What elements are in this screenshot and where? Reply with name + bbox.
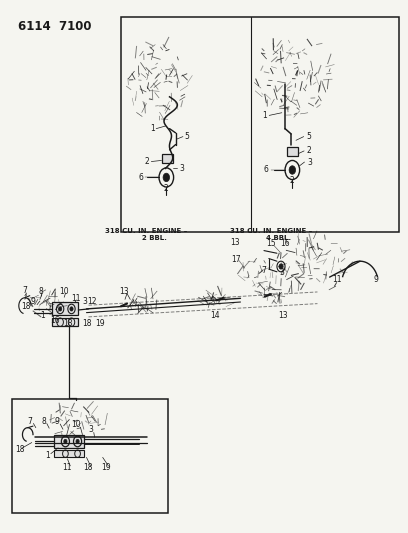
Text: 17: 17 (231, 255, 240, 264)
Text: 18: 18 (83, 464, 93, 472)
Circle shape (279, 264, 283, 269)
Text: 1: 1 (262, 111, 267, 120)
Bar (52, 318, 78, 326)
Text: 9: 9 (30, 297, 35, 306)
Circle shape (70, 307, 73, 311)
Text: 7: 7 (27, 417, 32, 426)
Text: 3: 3 (280, 268, 285, 277)
Text: 2: 2 (145, 157, 150, 166)
Text: 2: 2 (164, 183, 169, 192)
Text: 3: 3 (307, 158, 312, 166)
Text: 19: 19 (101, 464, 111, 472)
Text: 15: 15 (266, 239, 276, 248)
Text: 13: 13 (119, 287, 129, 296)
Text: 1: 1 (150, 124, 155, 133)
Text: 19: 19 (95, 319, 105, 328)
Text: 2: 2 (306, 147, 311, 156)
Text: 6: 6 (264, 166, 269, 174)
Text: 3: 3 (88, 425, 93, 434)
Circle shape (76, 439, 79, 443)
Text: 12: 12 (87, 297, 97, 306)
Text: 318 CU. IN. ENGINE –
      4 BBL.: 318 CU. IN. ENGINE – 4 BBL. (230, 228, 312, 241)
Text: 16: 16 (51, 316, 60, 325)
Text: 10: 10 (60, 287, 69, 296)
Text: 11: 11 (332, 275, 341, 284)
Text: 5: 5 (306, 132, 311, 141)
Text: 10: 10 (71, 420, 80, 429)
Text: 18: 18 (82, 319, 92, 328)
Text: 13: 13 (278, 311, 288, 320)
Bar (121, 17, 399, 232)
Text: 318 CU. IN. ENGINE –
      2 BBL.: 318 CU. IN. ENGINE – 2 BBL. (105, 228, 188, 241)
Text: 11: 11 (72, 294, 81, 303)
Text: 6114  7100: 6114 7100 (18, 20, 91, 33)
Text: 11: 11 (63, 464, 72, 472)
Bar (52, 302, 78, 316)
Text: 18: 18 (64, 319, 73, 328)
Text: 8: 8 (39, 287, 44, 296)
Bar (11, 399, 168, 513)
Text: 16: 16 (280, 239, 290, 248)
Text: 7: 7 (262, 266, 266, 275)
Text: 9: 9 (55, 417, 60, 426)
Text: 1: 1 (46, 451, 50, 461)
Bar (162, 154, 173, 163)
Circle shape (163, 173, 170, 182)
Circle shape (289, 166, 295, 174)
Text: 9: 9 (373, 275, 378, 284)
Text: 18: 18 (21, 302, 31, 311)
Text: 13: 13 (230, 238, 239, 247)
Bar (54, 450, 84, 457)
Bar (54, 435, 84, 448)
Text: 8: 8 (42, 417, 47, 426)
Circle shape (64, 439, 67, 443)
Bar (287, 147, 298, 156)
Text: 18: 18 (15, 445, 24, 454)
Text: 2: 2 (290, 176, 295, 185)
Text: 7: 7 (22, 286, 27, 295)
Text: 14: 14 (210, 311, 220, 320)
Text: 3: 3 (83, 297, 88, 306)
Circle shape (58, 307, 62, 311)
Text: 3: 3 (179, 164, 184, 173)
Text: 1: 1 (40, 311, 45, 320)
Text: 5: 5 (184, 132, 189, 141)
Text: 6: 6 (138, 173, 143, 182)
